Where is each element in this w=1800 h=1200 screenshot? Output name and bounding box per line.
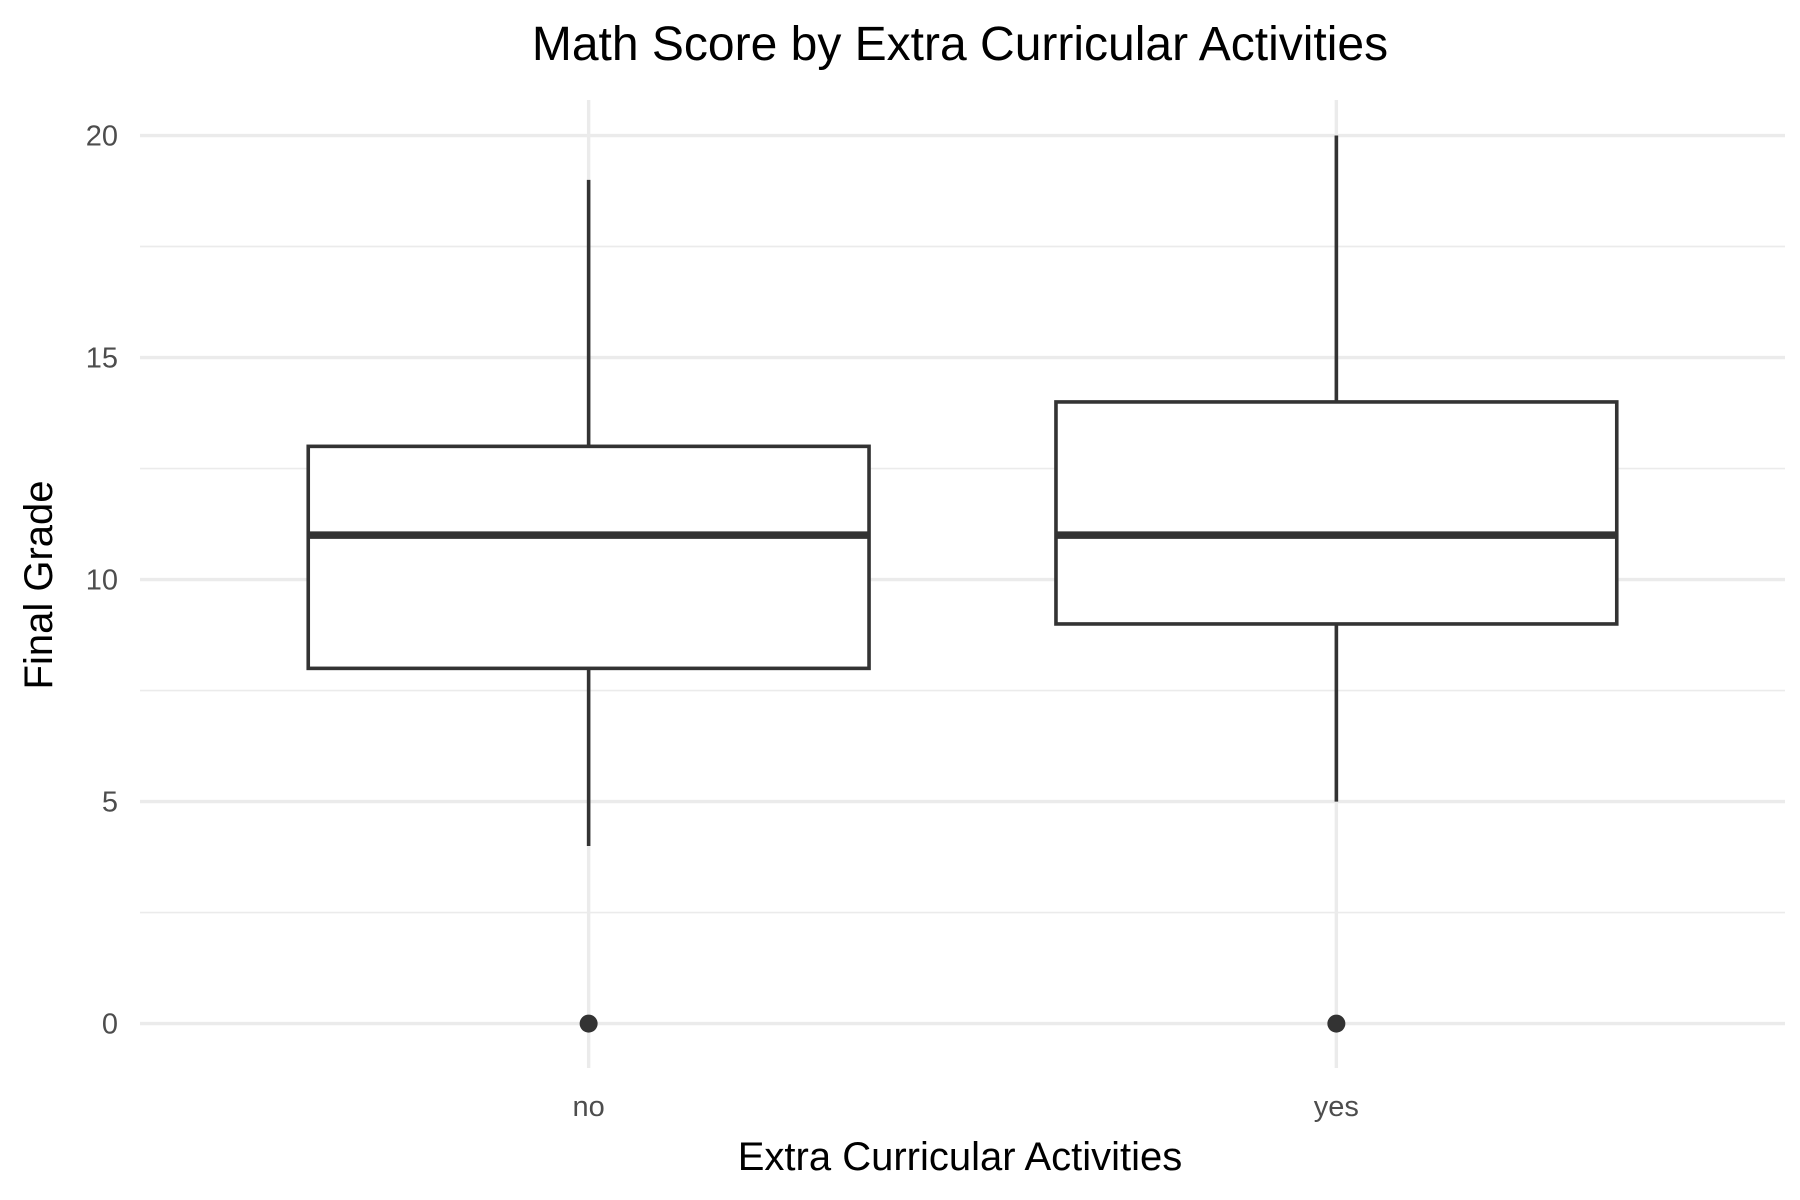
x-axis-title: Extra Curricular Activities: [738, 1135, 1183, 1179]
box-iqr: [306, 444, 871, 671]
y-tick-label: 0: [102, 1009, 118, 1041]
y-tick-label: 5: [102, 787, 118, 819]
y-tick-label: 20: [86, 121, 118, 153]
box-group-yes: [1054, 135, 1619, 1033]
chart-title: Math Score by Extra Curricular Activitie…: [532, 18, 1388, 71]
x-axis-ticks: no yes: [573, 1091, 1359, 1123]
outlier-point: [1327, 1014, 1346, 1033]
boxes-layer: [306, 135, 1619, 1033]
x-tick-label-no: no: [573, 1091, 605, 1123]
y-axis-title: Final Grade: [17, 481, 61, 690]
outlier-point: [579, 1014, 598, 1033]
box-group-no: [306, 179, 871, 1033]
x-tick-label-yes: yes: [1314, 1091, 1359, 1123]
box-iqr: [1054, 400, 1619, 626]
y-axis-ticks: 0 5 10 15 20: [86, 121, 118, 1041]
y-tick-label: 15: [86, 343, 118, 375]
y-tick-label: 10: [86, 565, 118, 597]
